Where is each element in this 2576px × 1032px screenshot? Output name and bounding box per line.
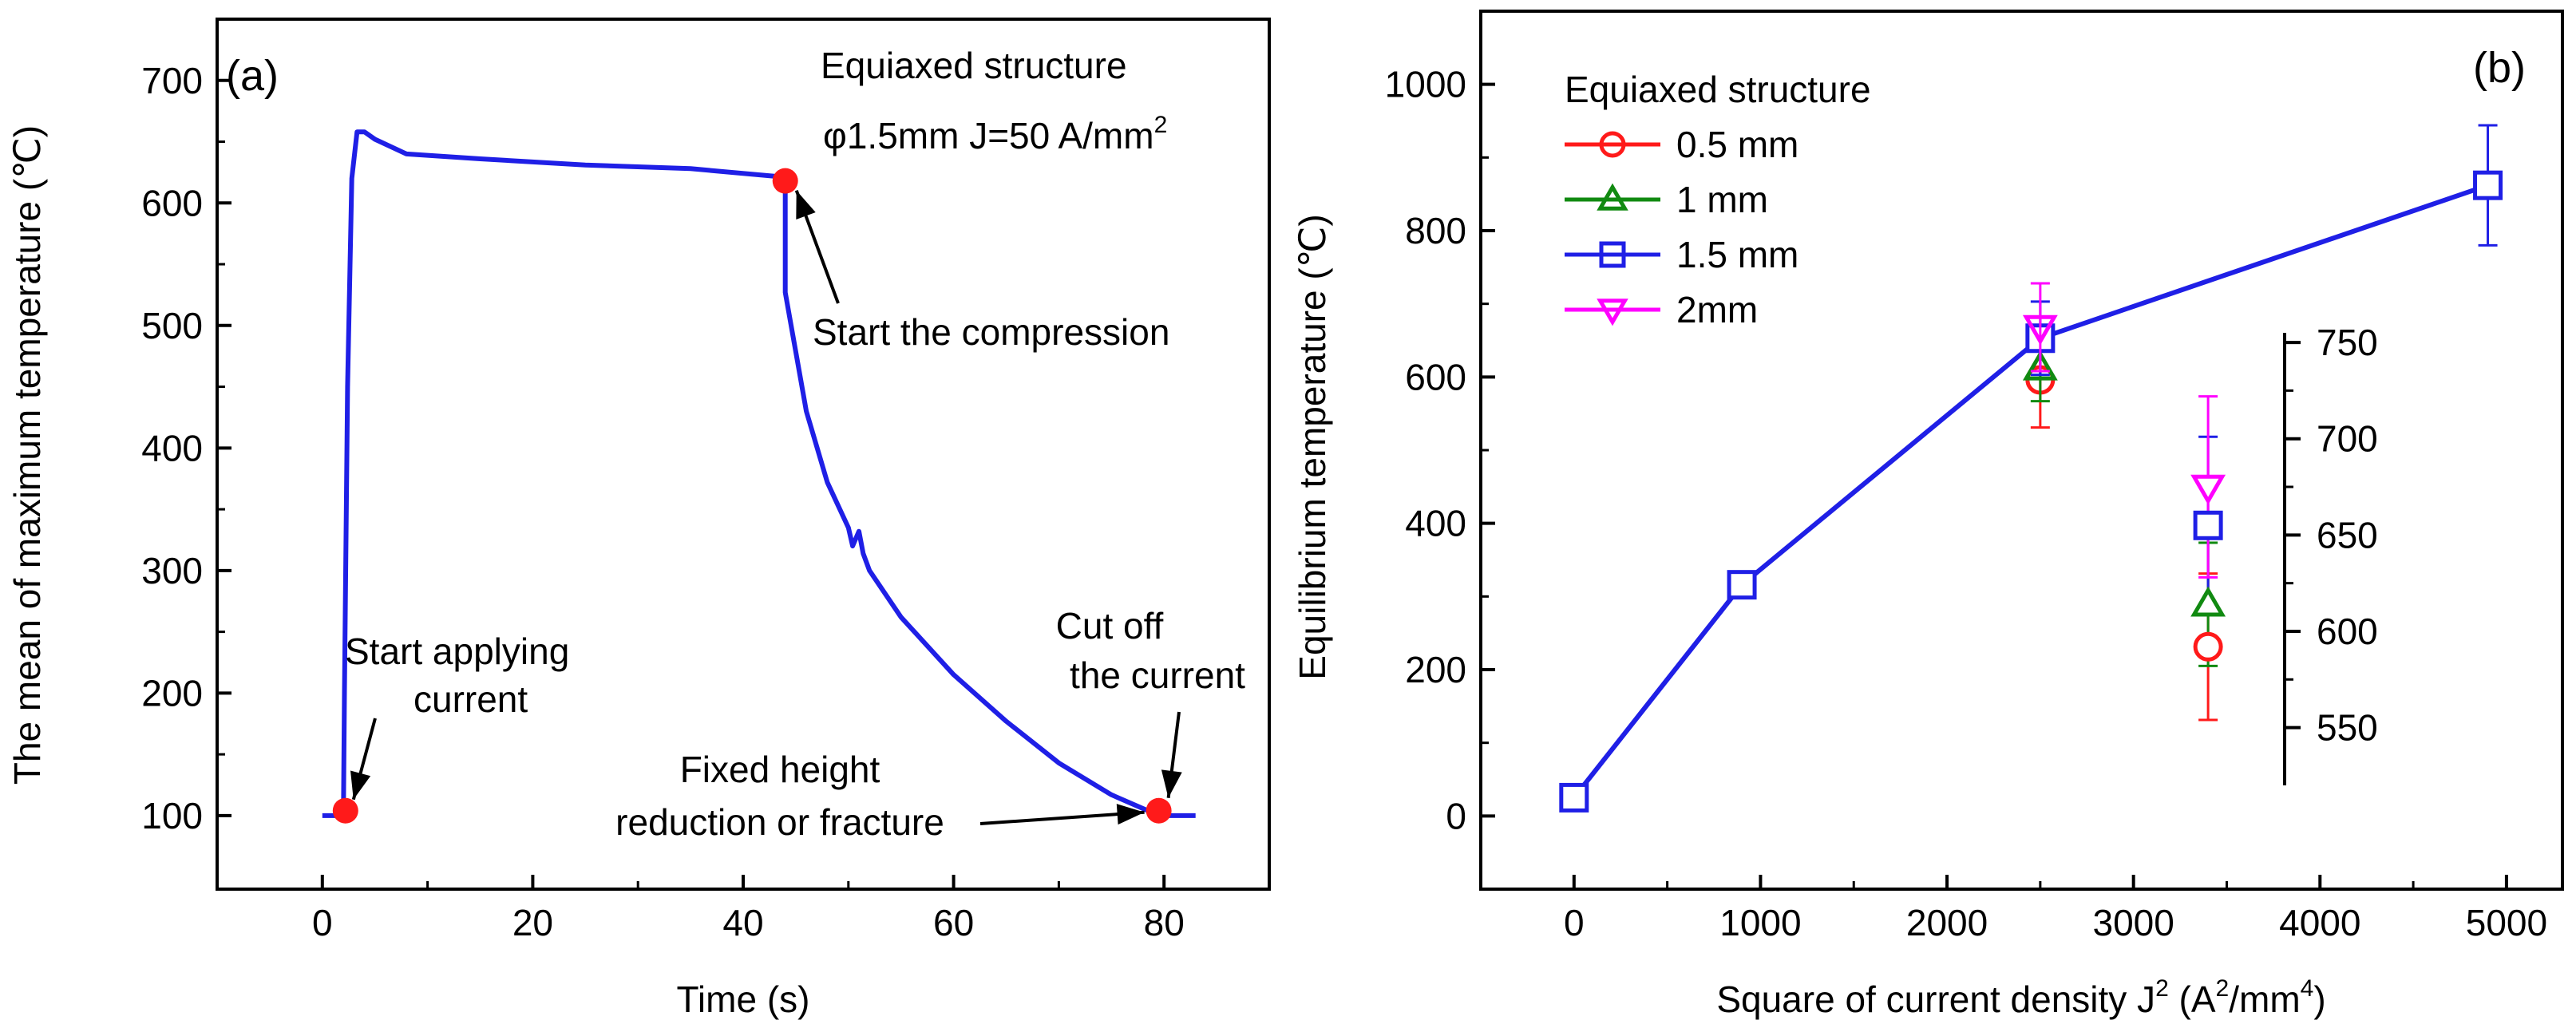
b-x-tick-label: 5000	[2466, 902, 2547, 943]
b-point-marker	[2022, 350, 2058, 381]
a-x-tick-label: 40	[722, 902, 763, 943]
a-y-tick-label: 200	[141, 672, 203, 714]
inset-y-tick-label: 600	[2317, 611, 2378, 652]
inset-point-marker	[2193, 510, 2223, 540]
b-y-tick-label: 200	[1405, 649, 1466, 690]
b-point-marker	[2473, 170, 2503, 200]
b-x-tick-label: 4000	[2279, 902, 2360, 943]
inset-y-tick-label: 750	[2317, 322, 2378, 363]
a-arrow-compression-head	[796, 190, 816, 220]
a-annot-compression: Start the compression	[813, 311, 1169, 353]
b-point-marker	[2022, 314, 2058, 346]
legend-label-3: 2mm	[1676, 289, 1758, 330]
panel-a-annotation-sup: 2	[1154, 112, 1168, 138]
a-arrow-compression	[794, 189, 840, 304]
panel-a-y-title: The mean of maximum temperature (℃)	[6, 125, 48, 785]
legend-label-2: 1.5 mm	[1676, 234, 1798, 275]
legend-marker-1	[1597, 183, 1628, 211]
panel-b-inset: 550 600 650 700 750	[2190, 322, 2378, 785]
panel-a-annotation-1: Equiaxed structure	[821, 45, 1127, 86]
panel-a-annotation-2: φ1.5mm J=50 A/mm2	[823, 112, 1167, 156]
panel-a-label: (a)	[226, 52, 279, 100]
inset-y-tick-label: 650	[2317, 514, 2378, 556]
a-arrow-start-applying	[350, 718, 377, 801]
b-point-marker	[1559, 782, 1589, 813]
panel-b-x-ticks: 0 1000 2000 3000 4000 5000	[1564, 875, 2547, 943]
inset-point-marker	[2190, 474, 2226, 505]
legend-marker-2	[1599, 241, 1626, 268]
panel-b-series	[1559, 124, 2503, 813]
a-annot-fixed-1: Fixed height	[680, 749, 880, 790]
a-event-marker	[1146, 797, 1172, 824]
a-y-tick-label: 100	[141, 795, 203, 836]
a-y-tick-label: 700	[141, 60, 203, 101]
panel-a-annotations: Start applying current Start the compressi…	[345, 189, 1245, 843]
legend-title: Equiaxed structure	[1565, 69, 1871, 110]
a-x-tick-label: 80	[1144, 902, 1185, 943]
a-temperature-line	[322, 129, 1196, 818]
a-annot-cutoff-1: Cut off	[1056, 605, 1164, 646]
inset-point-marker	[2193, 631, 2223, 662]
b-x-tick-label: 1000	[1719, 902, 1801, 943]
b-point-marker	[1727, 570, 1757, 600]
panel-a-series	[322, 129, 1196, 824]
a-arrow-start-applying-head	[350, 770, 371, 800]
a-arrow-cutoff-head	[1161, 769, 1182, 798]
panel-b-legend: Equiaxed structure 0.5 mm 1 mm 1.5 mm 2mm	[1565, 69, 1871, 330]
legend-label-1: 1 mm	[1676, 179, 1768, 220]
a-y-tick-label: 600	[141, 182, 203, 223]
panel-a-x-ticks: 0 20 40 60 80	[312, 875, 1185, 943]
panel-b-label: (b)	[2473, 44, 2526, 92]
a-annot-cutoff-2: the current	[1070, 654, 1245, 696]
a-arrow-fixed	[979, 804, 1145, 825]
a-y-tick-label: 500	[141, 305, 203, 346]
panel-a-x-title: Time (s)	[677, 979, 810, 1020]
inset-y-tick-label: 550	[2317, 707, 2378, 749]
b-y-tick-label: 800	[1405, 210, 1466, 251]
inset-point-marker	[2190, 586, 2226, 617]
legend-marker-0	[1599, 131, 1626, 158]
a-annot-fixed-2: reduction or fracture	[615, 801, 944, 843]
panel-b: (b) 0 1000 2000 3000 4000 5000 0 200 400 600 800 1…	[1292, 10, 2564, 1020]
b-y-tick-label: 400	[1405, 503, 1466, 544]
a-arrow-fixed-head	[1116, 804, 1145, 825]
b-y-tick-label: 600	[1405, 356, 1466, 397]
b-x-tick-label: 2000	[1906, 902, 1988, 943]
panel-b-x-title: Square of current density J2 (A2/mm4)	[1716, 975, 2325, 1020]
a-event-marker	[772, 168, 798, 194]
b-x-tick-label: 3000	[2093, 902, 2174, 943]
a-x-tick-label: 0	[312, 902, 333, 943]
b-y-tick-label: 1000	[1385, 64, 1466, 105]
panel-b-y-title: Equilibrium temperature (℃)	[1292, 214, 1333, 679]
a-arrow-cutoff	[1161, 711, 1182, 798]
a-arrow-fixed-shaft	[979, 810, 1145, 825]
a-annot-start-applying-2: current	[414, 678, 528, 720]
a-event-marker	[332, 797, 358, 824]
panel-b-y-ticks: 0 200 400 600 800 1000	[1385, 64, 1495, 836]
b-y-tick-label: 0	[1446, 795, 1466, 836]
a-annot-start-applying-1: Start applying	[345, 631, 569, 672]
panel-a: (a) Equiaxed structure φ1.5mm J=50 A/mm2…	[6, 18, 1271, 1020]
b-series-2mm	[2022, 282, 2058, 373]
inset-y-tick-label: 700	[2317, 418, 2378, 460]
a-y-tick-label: 400	[141, 427, 203, 469]
panel-a-y-ticks: 100 200 300 400 500 600 700	[141, 60, 231, 836]
a-y-tick-label: 300	[141, 550, 203, 591]
legend-label-0: 0.5 mm	[1676, 124, 1798, 165]
legend-marker-3	[1597, 299, 1628, 326]
b-line	[1572, 183, 2489, 800]
a-x-tick-label: 20	[512, 902, 553, 943]
a-x-tick-label: 60	[933, 902, 974, 943]
b-x-tick-label: 0	[1564, 902, 1585, 943]
